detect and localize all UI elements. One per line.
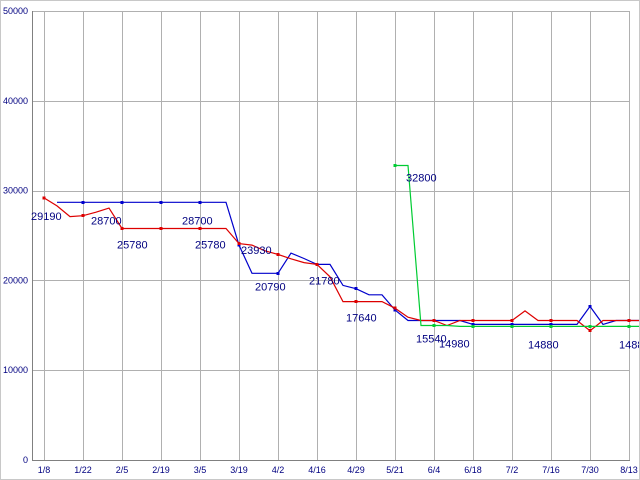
x-axis-tick-label: 5/21 [386, 465, 404, 475]
x-axis-tick-label: 7/30 [581, 465, 599, 475]
data-point-value-label: 28700 [91, 215, 122, 227]
data-point-marker [471, 319, 475, 322]
data-point-marker [276, 252, 280, 256]
data-point-marker [549, 322, 553, 326]
x-axis-tick-label: 4/2 [272, 465, 285, 475]
data-point-marker [276, 271, 280, 275]
series-line-red-series [43, 197, 639, 332]
data-point-marker [393, 164, 397, 167]
data-point-marker [237, 242, 241, 246]
x-axis-tick-label: 6/4 [428, 465, 441, 475]
data-point-value-label: 25780 [117, 240, 148, 252]
y-axis-tick-label: 10000 [3, 365, 28, 375]
y-axis-tick-label: 0 [23, 455, 28, 465]
data-point-value-label: 21780 [309, 275, 340, 287]
x-axis-tick-label: 8/13 [620, 465, 638, 475]
x-axis-tick-label: 1/8 [38, 465, 51, 475]
data-point-marker [549, 319, 553, 322]
series-line-blue-series [57, 201, 639, 326]
axis-lines [32, 11, 630, 461]
data-point-value-label: 28700 [182, 215, 213, 227]
data-point-marker [198, 200, 202, 204]
data-point-marker [510, 319, 514, 322]
data-point-marker [471, 324, 475, 328]
data-point-marker [510, 324, 514, 328]
data-point-value-label: 29190 [31, 211, 62, 223]
data-point-marker [120, 200, 124, 204]
data-point-marker [627, 319, 631, 322]
data-series [43, 164, 639, 332]
gridlines [32, 11, 630, 460]
x-axis-tick-label: 1/22 [74, 465, 92, 475]
data-point-value-label: 20790 [255, 281, 286, 293]
x-axis-tick-label: 7/16 [542, 465, 560, 475]
x-axis-tick-label: 2/5 [116, 465, 129, 475]
y-axis-tick-label: 50000 [3, 6, 28, 16]
data-point-marker [120, 227, 124, 230]
data-point-marker [510, 322, 514, 326]
x-axis-tick-label: 4/29 [347, 465, 365, 475]
data-point-value-label: 14880 [528, 339, 559, 351]
data-point-value-label: 15540 [416, 334, 447, 346]
data-point-marker [588, 324, 592, 328]
data-point-value-label: 14880 [619, 339, 640, 351]
data-point-marker [81, 200, 85, 204]
data-point-marker [588, 304, 592, 308]
x-axis-tick-label: 2/19 [152, 465, 170, 475]
x-axis-tick-label: 7/2 [506, 465, 519, 475]
data-point-marker [354, 300, 358, 304]
data-point-marker [159, 227, 163, 230]
data-point-value-label: 23930 [241, 245, 272, 257]
data-point-marker [81, 214, 85, 218]
x-axis-tick-label: 3/19 [230, 465, 248, 475]
y-axis-tick-label: 20000 [3, 275, 28, 285]
data-point-marker [432, 319, 436, 322]
data-point-marker [588, 329, 592, 333]
x-axis-tick-label: 6/18 [464, 465, 482, 475]
data-point-marker [393, 306, 397, 310]
data-point-marker [432, 324, 436, 327]
data-point-marker [393, 308, 397, 312]
data-point-marker [354, 287, 358, 291]
data-point-marker [42, 196, 46, 200]
data-point-value-label: 32800 [406, 173, 437, 185]
data-point-value-label: 14980 [439, 339, 470, 351]
data-point-markers [42, 164, 631, 333]
data-point-value-label: 17640 [346, 313, 377, 325]
data-point-marker [159, 200, 163, 204]
data-point-value-label: 25780 [195, 240, 226, 252]
series-line-green-series [395, 164, 639, 327]
x-axis-tick-label: 4/16 [308, 465, 326, 475]
y-axis-tick-labels: 0 10000 20000 30000 40000 50000 [3, 6, 28, 465]
data-point-labels: 29190 28700 25780 28700 25780 23930 20790 21780… [31, 173, 640, 352]
x-axis-tick-labels: 1/8 1/22 2/5 2/19 3/5 3/19 4/2 4/16 4/29 5/21 6/4 6… [38, 465, 638, 475]
data-point-marker [198, 227, 202, 230]
y-axis-tick-label: 40000 [3, 96, 28, 106]
data-point-marker [315, 262, 319, 266]
data-point-marker [627, 324, 631, 328]
y-axis-tick-label: 30000 [3, 186, 28, 196]
x-axis-tick-label: 3/5 [194, 465, 207, 475]
data-point-marker [471, 322, 475, 326]
data-point-marker [549, 324, 553, 328]
